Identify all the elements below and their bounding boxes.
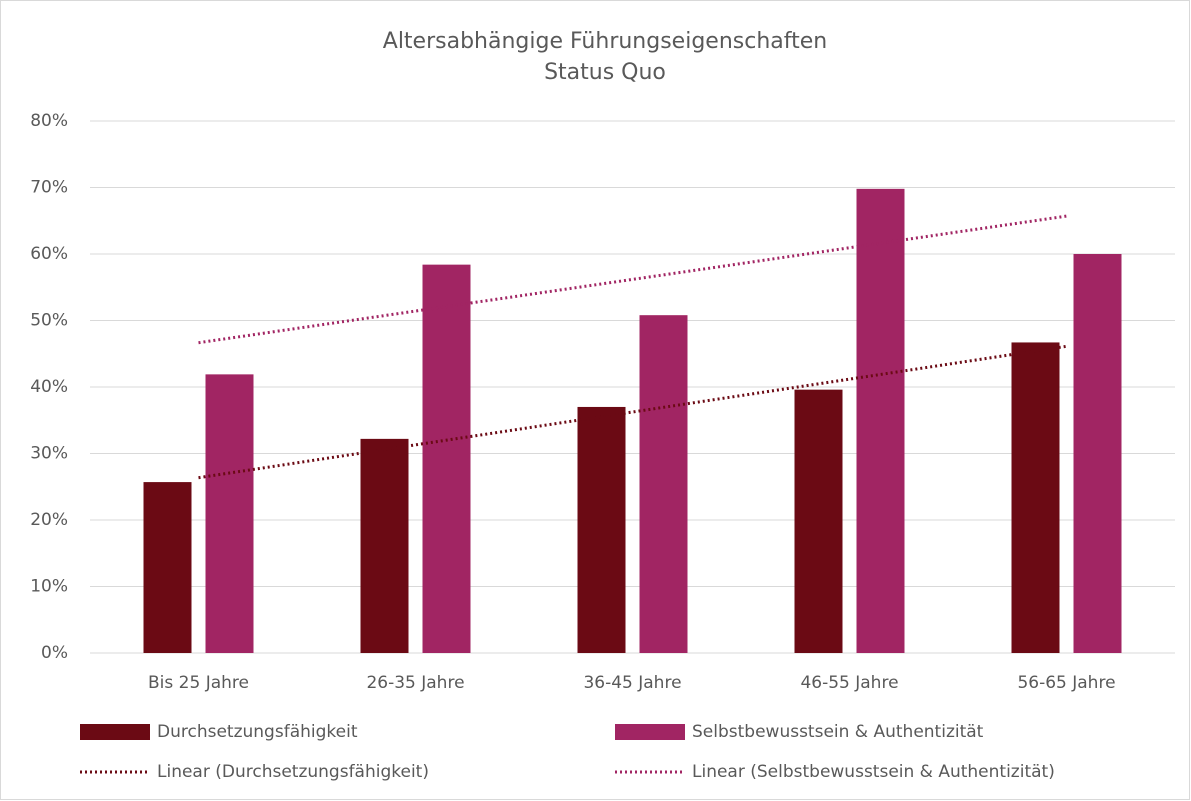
bar xyxy=(422,264,471,653)
y-tick-label: 70% xyxy=(30,178,68,198)
legend-swatch xyxy=(615,724,685,740)
chart-title: Altersabhängige Führungseigenschaften xyxy=(383,29,827,54)
x-tick-label: 56-65 Jahre xyxy=(1017,673,1115,693)
trendline xyxy=(198,344,1067,480)
y-tick-label: 20% xyxy=(30,510,68,530)
legend-label: Linear (Selbstbewusstsein & Authentizitä… xyxy=(692,762,1055,782)
bar xyxy=(577,406,626,653)
y-tick-label: 30% xyxy=(30,444,68,464)
bar xyxy=(360,438,409,653)
x-tick-label: Bis 25 Jahre xyxy=(148,673,249,693)
bar xyxy=(856,188,905,653)
chart-subtitle: Status Quo xyxy=(544,60,666,85)
bar xyxy=(143,482,192,653)
y-tick-label: 60% xyxy=(30,244,68,264)
legend-swatch xyxy=(80,724,150,740)
bar xyxy=(205,374,254,653)
bar xyxy=(794,389,843,653)
y-tick-label: 80% xyxy=(30,111,68,131)
bar xyxy=(1011,342,1060,653)
x-tick-label: 36-45 Jahre xyxy=(583,673,681,693)
legend-label: Durchsetzungsfähigkeit xyxy=(157,722,358,742)
legend-label: Linear (Durchsetzungsfähigkeit) xyxy=(157,762,429,782)
x-tick-label: 26-35 Jahre xyxy=(366,673,464,693)
y-tick-label: 50% xyxy=(30,311,68,331)
y-tick-label: 40% xyxy=(30,377,68,397)
y-tick-label: 0% xyxy=(41,643,68,663)
trendline xyxy=(198,214,1067,345)
bar xyxy=(639,315,688,653)
y-tick-label: 10% xyxy=(30,577,68,597)
x-tick-label: 46-55 Jahre xyxy=(800,673,898,693)
bar xyxy=(1073,254,1122,653)
legend-label: Selbstbewusstsein & Authentizität xyxy=(692,722,984,742)
